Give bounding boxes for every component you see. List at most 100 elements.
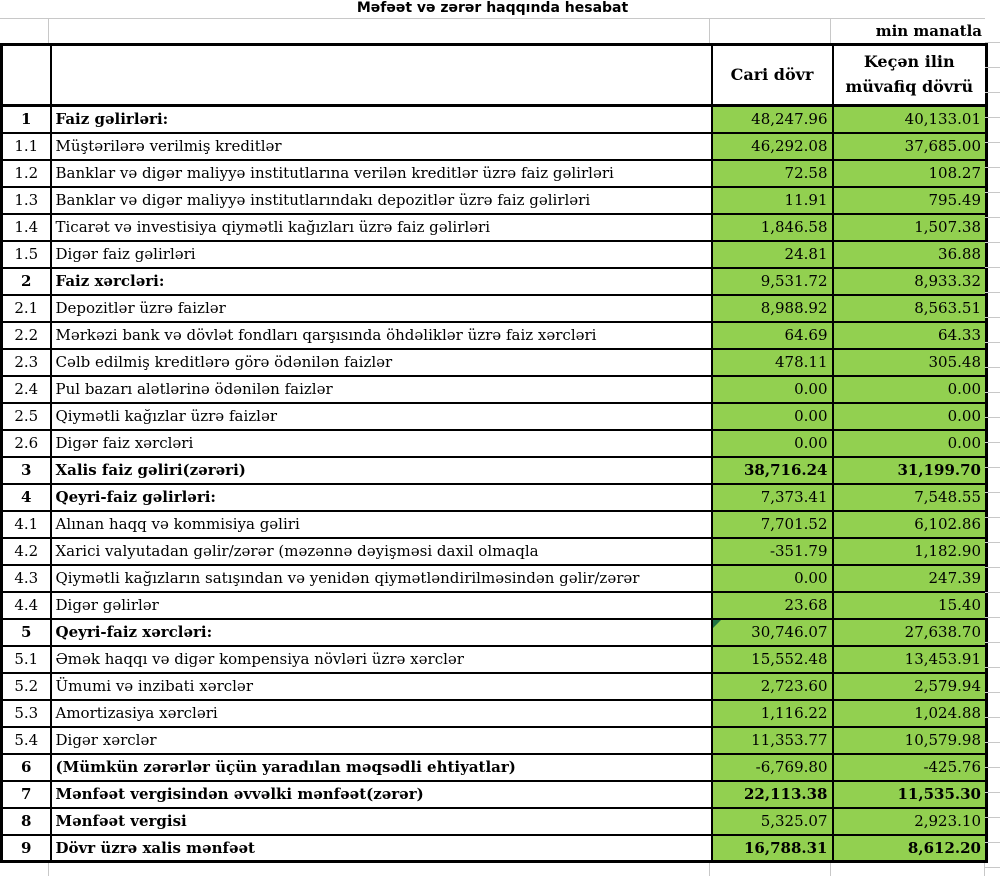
row-number-cell[interactable]: 1.5	[0, 239, 52, 269]
previous-value-cell[interactable]: 0.00	[831, 428, 988, 458]
previous-value-cell[interactable]: 0.00	[831, 374, 988, 404]
current-value-cell[interactable]: -351.79	[710, 536, 834, 566]
row-number-cell[interactable]: 2	[0, 266, 52, 296]
row-label-cell[interactable]: Mərkəzi bank və dövlət fondları qarşısın…	[49, 320, 713, 350]
current-value-cell[interactable]: 0.00	[710, 563, 834, 593]
previous-value-cell[interactable]: 11,535.30	[831, 779, 988, 809]
current-value-cell[interactable]: 11.91	[710, 185, 834, 215]
row-label-cell[interactable]: Qiymətli kağızlar üzrə faizlər	[49, 401, 713, 431]
row-number-cell[interactable]: 2.6	[0, 428, 52, 458]
row-label-cell[interactable]: Pul bazarı alətlərinə ödənilən faizlər	[49, 374, 713, 404]
row-number-cell[interactable]: 2.2	[0, 320, 52, 350]
row-number-cell[interactable]: 5.4	[0, 725, 52, 755]
previous-value-cell[interactable]: -425.76	[831, 752, 988, 782]
row-number-cell[interactable]: 3	[0, 455, 52, 485]
previous-value-cell[interactable]: 1,507.38	[831, 212, 988, 242]
row-label-cell[interactable]: Ümumi və inzibati xərclər	[49, 671, 713, 701]
previous-value-cell[interactable]: 64.33	[831, 320, 988, 350]
row-label-cell[interactable]: Mənfəət vergisindən əvvəlki mənfəət(zərə…	[49, 779, 713, 809]
current-value-cell[interactable]: 9,531.72	[710, 266, 834, 296]
previous-value-cell[interactable]: 27,638.70	[831, 617, 988, 647]
current-value-cell[interactable]: 2,723.60	[710, 671, 834, 701]
previous-value-cell[interactable]: 0.00	[831, 401, 988, 431]
previous-value-cell[interactable]: 15.40	[831, 590, 988, 620]
current-value-cell[interactable]: 11,353.77	[710, 725, 834, 755]
row-number-cell[interactable]: 1.4	[0, 212, 52, 242]
row-number-cell[interactable]: 6	[0, 752, 52, 782]
row-number-cell[interactable]: 1	[0, 104, 52, 134]
row-label-cell[interactable]: Amortizasiya xərcləri	[49, 698, 713, 728]
previous-value-cell[interactable]: 31,199.70	[831, 455, 988, 485]
unit-row-cell-empty[interactable]	[49, 19, 710, 43]
current-value-cell[interactable]: -6,769.80	[710, 752, 834, 782]
previous-value-cell[interactable]: 8,612.20	[831, 833, 988, 863]
row-label-cell[interactable]: Müştərilərə verilmiş kreditlər	[49, 131, 713, 161]
current-value-cell[interactable]: 5,325.07	[710, 806, 834, 836]
row-number-cell[interactable]: 4.3	[0, 563, 52, 593]
current-value-cell[interactable]: 72.58	[710, 158, 834, 188]
current-value-cell[interactable]: 0.00	[710, 374, 834, 404]
header-cell-current-period[interactable]: Cari dövr	[710, 43, 834, 107]
row-label-cell[interactable]: Digər xərclər	[49, 725, 713, 755]
row-label-cell[interactable]: Depozitlər üzrə faizlər	[49, 293, 713, 323]
row-number-cell[interactable]: 2.4	[0, 374, 52, 404]
row-number-cell[interactable]: 4.2	[0, 536, 52, 566]
current-value-cell[interactable]: 23.68	[710, 590, 834, 620]
current-value-cell[interactable]: 22,113.38	[710, 779, 834, 809]
current-value-cell[interactable]: 1,846.58	[710, 212, 834, 242]
previous-value-cell[interactable]: 2,579.94	[831, 671, 988, 701]
previous-value-cell[interactable]: 305.48	[831, 347, 988, 377]
current-value-cell[interactable]: 38,716.24	[710, 455, 834, 485]
current-value-cell[interactable]: 7,701.52	[710, 509, 834, 539]
current-value-cell[interactable]: 7,373.41	[710, 482, 834, 512]
current-value-cell[interactable]: 64.69	[710, 320, 834, 350]
row-number-cell[interactable]: 8	[0, 806, 52, 836]
row-number-cell[interactable]: 4.4	[0, 590, 52, 620]
row-label-cell[interactable]: Faiz xərcləri:	[49, 266, 713, 296]
unit-row-cell-empty[interactable]	[0, 19, 49, 43]
previous-value-cell[interactable]: 40,133.01	[831, 104, 988, 134]
previous-value-cell[interactable]: 1,182.90	[831, 536, 988, 566]
row-label-cell[interactable]: Digər faiz gəlirləri	[49, 239, 713, 269]
previous-value-cell[interactable]: 795.49	[831, 185, 988, 215]
row-number-cell[interactable]: 5.2	[0, 671, 52, 701]
previous-value-cell[interactable]: 108.27	[831, 158, 988, 188]
previous-value-cell[interactable]: 36.88	[831, 239, 988, 269]
row-number-cell[interactable]: 1.3	[0, 185, 52, 215]
previous-value-cell[interactable]: 1,024.88	[831, 698, 988, 728]
row-label-cell[interactable]: Ticarət və investisiya qiymətli kağızlar…	[49, 212, 713, 242]
current-value-cell[interactable]: 46,292.08	[710, 131, 834, 161]
row-number-cell[interactable]: 2.5	[0, 401, 52, 431]
row-label-cell[interactable]: Əmək haqqı və digər kompensiya növləri ü…	[49, 644, 713, 674]
previous-value-cell[interactable]: 7,548.55	[831, 482, 988, 512]
row-label-cell[interactable]: Qeyri-faiz gəlirləri:	[49, 482, 713, 512]
previous-value-cell[interactable]: 2,923.10	[831, 806, 988, 836]
row-label-cell[interactable]: Qiymətli kağızların satışından və yenidə…	[49, 563, 713, 593]
row-label-cell[interactable]: Banklar və digər maliyyə institutlarına …	[49, 158, 713, 188]
row-label-cell[interactable]: Xalis faiz gəliri(zərəri)	[49, 455, 713, 485]
unit-row-cell-empty[interactable]	[710, 19, 831, 43]
current-value-cell[interactable]: 8,988.92	[710, 293, 834, 323]
current-value-cell[interactable]: 15,552.48	[710, 644, 834, 674]
row-number-cell[interactable]: 5.1	[0, 644, 52, 674]
row-number-cell[interactable]: 1.2	[0, 158, 52, 188]
row-number-cell[interactable]: 5	[0, 617, 52, 647]
header-cell-previous-period[interactable]: Keçən ilin müvafiq dövrü	[831, 43, 988, 107]
previous-value-cell[interactable]: 8,933.32	[831, 266, 988, 296]
header-cell-number[interactable]	[0, 43, 52, 107]
previous-value-cell[interactable]: 247.39	[831, 563, 988, 593]
current-value-cell[interactable]: 0.00	[710, 401, 834, 431]
header-cell-description[interactable]	[49, 43, 713, 107]
row-label-cell[interactable]: Banklar və digər maliyyə institutlarında…	[49, 185, 713, 215]
previous-value-cell[interactable]: 6,102.86	[831, 509, 988, 539]
current-value-cell[interactable]: 24.81	[710, 239, 834, 269]
previous-value-cell[interactable]: 13,453.91	[831, 644, 988, 674]
current-value-cell[interactable]: 1,116.22	[710, 698, 834, 728]
row-number-cell[interactable]: 2.1	[0, 293, 52, 323]
previous-value-cell[interactable]: 8,563.51	[831, 293, 988, 323]
row-label-cell[interactable]: Digər faiz xərcləri	[49, 428, 713, 458]
previous-value-cell[interactable]: 10,579.98	[831, 725, 988, 755]
row-label-cell[interactable]: Xarici valyutadan gəlir/zərər (məzənnə d…	[49, 536, 713, 566]
row-label-cell[interactable]: Faiz gəlirləri:	[49, 104, 713, 134]
current-value-cell[interactable]: 48,247.96	[710, 104, 834, 134]
